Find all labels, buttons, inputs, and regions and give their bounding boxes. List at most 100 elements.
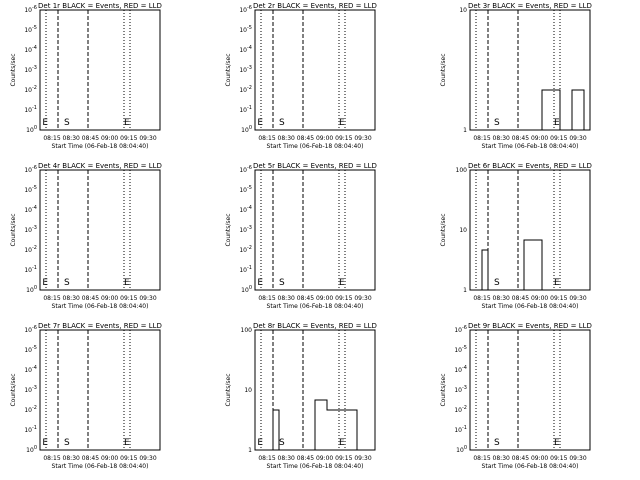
x-tick-label: 08:15 xyxy=(473,135,490,142)
y-tick-label: 10-4 xyxy=(239,45,252,54)
y-tick-label: 100 xyxy=(241,125,252,134)
x-tick-label: 09:00 xyxy=(101,135,118,142)
x-tick-label: 08:15 xyxy=(43,135,60,142)
x-tick-label: 08:30 xyxy=(493,295,510,302)
y-axis-label: Counts/sec xyxy=(440,213,447,246)
y-tick-label: 10 xyxy=(244,387,252,394)
series-line xyxy=(470,239,590,291)
y-tick-label: 10-1 xyxy=(239,265,252,274)
x-tick-label: 09:00 xyxy=(316,135,333,142)
marker-label: E xyxy=(257,278,263,288)
detector-plot-1: Det 1r BLACK = Events, RED = LLD E S E 100 10… xyxy=(10,2,162,150)
y-tick-label: 10-6 xyxy=(454,325,467,334)
plot-title: Det 5r BLACK = Events, RED = LLD xyxy=(253,162,377,170)
x-tick-label: 08:15 xyxy=(473,295,490,302)
y-tick-label: 10-2 xyxy=(24,405,37,414)
detector-plot-2: Det 2r BLACK = Events, RED = LLD E S E 100 10… xyxy=(225,2,377,150)
marker-label: E xyxy=(339,438,345,448)
x-axis-label: Start Time (06-Feb-18 08:04:40) xyxy=(482,463,579,470)
y-tick-label: 100 xyxy=(241,285,252,294)
x-tick-label: 09:00 xyxy=(316,455,333,462)
y-tick-label: 10-1 xyxy=(454,425,467,434)
y-tick-label: 10-3 xyxy=(454,385,467,394)
marker-label: E xyxy=(554,118,560,128)
marker-label: E xyxy=(42,118,48,128)
x-tick-label: 09:15 xyxy=(120,135,137,142)
marker-label: S xyxy=(64,438,70,448)
x-tick-label: 08:45 xyxy=(512,455,529,462)
y-tick-label: 100 xyxy=(26,445,37,454)
y-tick-label: 10 xyxy=(459,7,467,14)
y-tick-label: 10-6 xyxy=(239,5,252,14)
y-tick-label: 10-4 xyxy=(24,45,37,54)
x-axis-label: Start Time (06-Feb-18 08:04:40) xyxy=(52,303,149,310)
x-tick-label: 09:15 xyxy=(550,455,567,462)
y-axis-label: Counts/sec xyxy=(440,53,447,86)
marker-label: E xyxy=(124,438,130,448)
y-tick-label: 10-3 xyxy=(24,385,37,394)
marker-label: S xyxy=(279,278,285,288)
y-tick-label: 10-4 xyxy=(24,365,37,374)
plot-frame xyxy=(254,9,376,131)
x-tick-label: 08:15 xyxy=(43,295,60,302)
plot-frame xyxy=(39,169,161,291)
marker-label: S xyxy=(64,278,70,288)
marker-label: E xyxy=(42,438,48,448)
marker-label: S xyxy=(279,118,285,128)
marker-label: E xyxy=(339,118,345,128)
plot-frame xyxy=(39,9,161,131)
x-tick-label: 09:00 xyxy=(531,295,548,302)
marker-label: S xyxy=(64,118,70,128)
x-tick-label: 08:45 xyxy=(297,295,314,302)
y-tick-label: 10-6 xyxy=(24,165,37,174)
x-axis-label: Start Time (06-Feb-18 08:04:40) xyxy=(482,303,579,310)
x-tick-label: 09:30 xyxy=(354,135,371,142)
y-tick-label: 10-4 xyxy=(454,365,467,374)
x-tick-label: 09:00 xyxy=(531,135,548,142)
plot-title: Det 6r BLACK = Events, RED = LLD xyxy=(468,162,592,170)
y-tick-label: 10-3 xyxy=(239,65,252,74)
plot-title: Det 3r BLACK = Events, RED = LLD xyxy=(468,2,592,10)
x-tick-label: 09:15 xyxy=(550,295,567,302)
detector-plot-9: Det 9r BLACK = Events, RED = LLD S E 100 10-… xyxy=(440,322,592,470)
marker-label: S xyxy=(279,438,285,448)
y-tick-label: 10-4 xyxy=(24,205,37,214)
x-tick-label: 09:15 xyxy=(550,135,567,142)
y-tick-label: 10-1 xyxy=(24,425,37,434)
y-tick-label: 10-3 xyxy=(24,65,37,74)
y-axis-label: Counts/sec xyxy=(10,213,17,246)
y-tick-label: 10-2 xyxy=(454,405,467,414)
y-tick-label: 100 xyxy=(456,445,467,454)
marker-label: E xyxy=(257,438,263,448)
series-line xyxy=(255,399,375,451)
y-axis-label: Counts/sec xyxy=(10,53,17,86)
plot-frame xyxy=(39,329,161,451)
marker-label: E xyxy=(554,438,560,448)
x-tick-label: 09:15 xyxy=(335,455,352,462)
x-tick-label: 08:15 xyxy=(258,295,275,302)
x-tick-label: 08:45 xyxy=(82,135,99,142)
x-tick-label: 08:30 xyxy=(493,455,510,462)
plot-title: Det 9r BLACK = Events, RED = LLD xyxy=(468,322,592,330)
x-tick-label: 09:30 xyxy=(139,135,156,142)
x-tick-label: 09:00 xyxy=(101,295,118,302)
x-tick-label: 08:30 xyxy=(63,295,80,302)
y-tick-label: 10-6 xyxy=(24,325,37,334)
y-tick-label: 10-2 xyxy=(24,85,37,94)
x-tick-label: 09:30 xyxy=(139,295,156,302)
x-tick-label: 08:30 xyxy=(278,455,295,462)
y-tick-label: 10-3 xyxy=(24,225,37,234)
y-axis-label: Counts/sec xyxy=(10,373,17,406)
x-tick-label: 08:30 xyxy=(63,455,80,462)
detector-plot-6: Det 6r BLACK = Events, RED = LLD S E 1 10 100… xyxy=(440,162,592,310)
y-tick-label: 10-5 xyxy=(239,25,252,34)
x-tick-label: 09:15 xyxy=(335,135,352,142)
y-tick-label: 10-5 xyxy=(24,185,37,194)
marker-label: E xyxy=(124,278,130,288)
x-axis-label: Start Time (06-Feb-18 08:04:40) xyxy=(52,463,149,470)
y-tick-label: 10-5 xyxy=(454,345,467,354)
x-tick-label: 09:30 xyxy=(569,455,586,462)
x-tick-label: 08:30 xyxy=(63,135,80,142)
y-axis-label: Counts/sec xyxy=(225,213,232,246)
